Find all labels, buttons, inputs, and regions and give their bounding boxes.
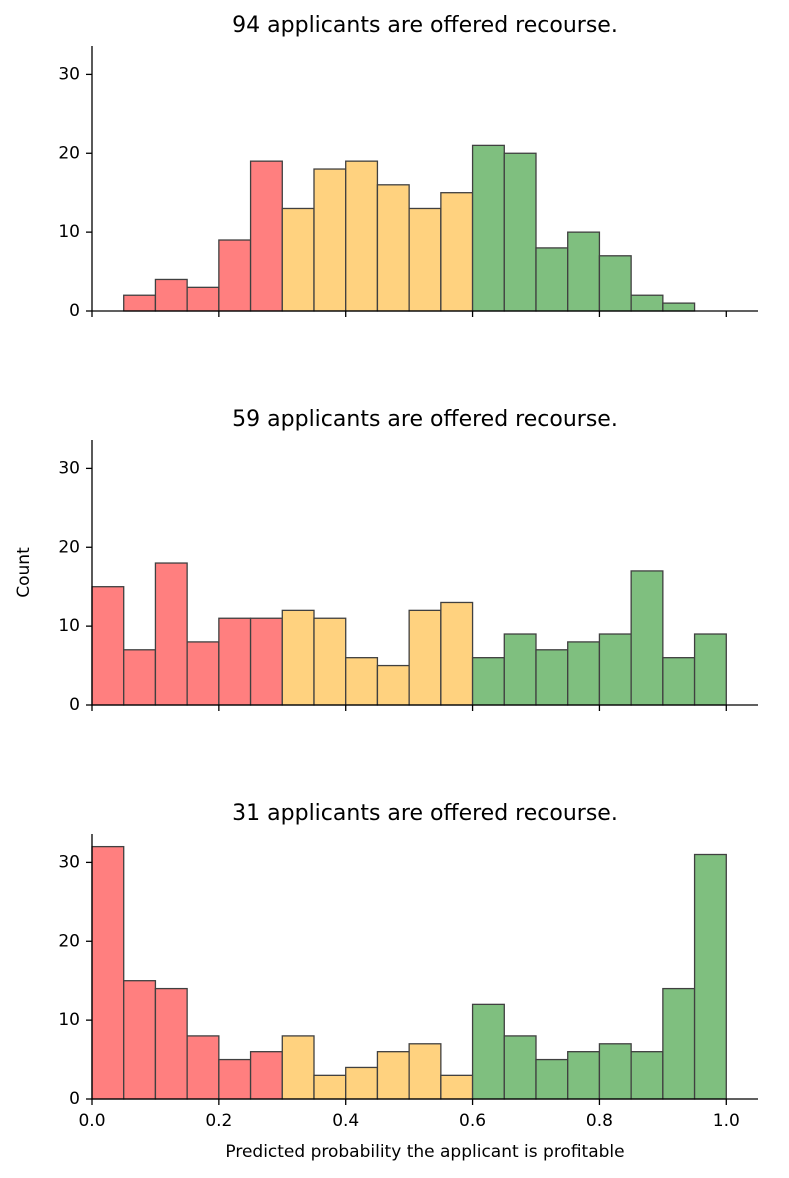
x-tick-label: 0.2 [205, 1111, 232, 1131]
bar [567, 231, 601, 312]
bar [471, 144, 505, 312]
bar [662, 302, 696, 312]
bar [345, 1066, 379, 1100]
bar [249, 1051, 283, 1100]
bar [186, 286, 220, 312]
bar [503, 152, 537, 312]
bar [503, 1035, 537, 1100]
bar [186, 1035, 220, 1100]
bar [345, 160, 379, 312]
y-tick-label: 20 [58, 143, 80, 163]
bar [376, 184, 410, 312]
bar [598, 633, 632, 706]
y-axis-label: Count [14, 547, 34, 598]
bar [662, 987, 696, 1100]
bar [693, 853, 727, 1100]
bar [281, 609, 315, 706]
y-tick-label: 0 [69, 301, 80, 321]
bar [218, 617, 252, 706]
y-tick-label: 20 [58, 931, 80, 951]
y-tick-label: 0 [69, 695, 80, 715]
bar [471, 1003, 505, 1100]
bar [662, 657, 696, 706]
bar [313, 168, 347, 312]
bar [630, 294, 664, 312]
bar [123, 294, 157, 312]
bar [91, 845, 125, 1100]
bar [630, 1051, 664, 1100]
x-tick-label: 0.0 [78, 1111, 105, 1131]
x-tick-label: 1.0 [713, 1111, 740, 1131]
bar [408, 207, 442, 312]
chart-title: 94 applicants are offered recourse. [232, 13, 618, 38]
bar [535, 649, 569, 706]
bar [154, 987, 188, 1100]
bar [218, 1058, 252, 1100]
y-tick-label: 0 [69, 1089, 80, 1109]
x-tick-label: 0.4 [332, 1111, 359, 1131]
y-tick-label: 10 [58, 222, 80, 242]
bar [281, 1035, 315, 1100]
bar [408, 609, 442, 706]
bar [408, 1043, 442, 1100]
bar [503, 633, 537, 706]
bar [154, 278, 188, 312]
bar [249, 160, 283, 312]
bar [535, 247, 569, 312]
bar [313, 1074, 347, 1100]
bar [218, 239, 252, 312]
bar [376, 664, 410, 706]
bar [471, 657, 505, 706]
bar [123, 980, 157, 1100]
x-axis-label: Predicted probability the applicant is p… [225, 1142, 624, 1162]
bar [249, 617, 283, 706]
bar [535, 1058, 569, 1100]
x-tick-label: 0.6 [459, 1111, 486, 1131]
bar [567, 641, 601, 706]
bar [313, 617, 347, 706]
x-tick-label: 0.8 [586, 1111, 613, 1131]
bar [440, 601, 474, 706]
bar [693, 633, 727, 706]
y-tick-label: 30 [58, 64, 80, 84]
y-tick-label: 20 [58, 537, 80, 557]
y-tick-label: 10 [58, 616, 80, 636]
y-tick-label: 30 [58, 458, 80, 478]
bar [376, 1051, 410, 1100]
chart-title: 59 applicants are offered recourse. [232, 407, 618, 432]
y-tick-label: 10 [58, 1010, 80, 1030]
bar [440, 192, 474, 312]
bar [567, 1051, 601, 1100]
bar [630, 570, 664, 706]
bar [598, 255, 632, 312]
y-tick-label: 30 [58, 852, 80, 872]
bar [440, 1074, 474, 1100]
bar [281, 207, 315, 312]
bar [123, 649, 157, 706]
bar [91, 586, 125, 706]
bar [186, 641, 220, 706]
chart-title: 31 applicants are offered recourse. [232, 801, 618, 826]
bar [345, 657, 379, 706]
bar [598, 1043, 632, 1100]
bar [154, 562, 188, 706]
